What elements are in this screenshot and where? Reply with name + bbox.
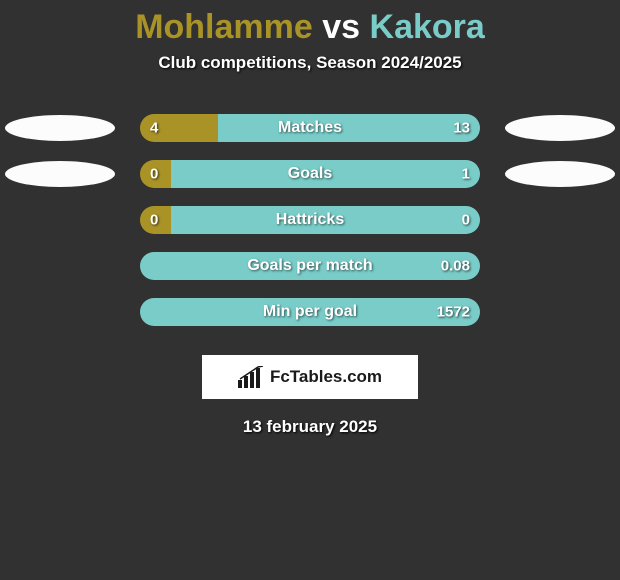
watermark-text: FcTables.com [270,367,382,387]
stat-row: Matches413 [0,105,620,151]
stat-bar-right [140,298,480,326]
stat-value-left: 4 [150,120,158,137]
stat-row: Goals per match0.08 [0,243,620,289]
comparison-title: Mohlamme vs Kakora [0,0,620,47]
stat-row: Hattricks00 [0,197,620,243]
stat-bar [140,160,480,188]
stat-value-left: 0 [150,166,158,183]
stat-value-right: 0.08 [441,258,470,275]
season-subtitle: Club competitions, Season 2024/2025 [0,53,620,73]
team-marker-left [5,115,115,141]
team-marker-right [505,115,615,141]
stat-bar [140,252,480,280]
stat-rows-container: Matches413Goals01Hattricks00Goals per ma… [0,105,620,335]
stat-bar-right [171,206,480,234]
stat-bar-right [140,252,480,280]
stat-bar-right [171,160,480,188]
stat-value-left: 0 [150,212,158,229]
stat-value-right: 1 [462,166,470,183]
watermark: FcTables.com [202,355,418,399]
vs-text: vs [322,8,360,46]
player2-name: Kakora [370,8,485,46]
player1-name: Mohlamme [135,8,313,46]
stat-bar [140,206,480,234]
stat-bar-right [218,114,480,142]
stat-bar [140,298,480,326]
stat-value-right: 13 [453,120,470,137]
chart-icon [238,366,264,388]
stat-row: Min per goal1572 [0,289,620,335]
stat-bar [140,114,480,142]
stat-value-right: 1572 [437,304,470,321]
stat-value-right: 0 [462,212,470,229]
stat-row: Goals01 [0,151,620,197]
team-marker-left [5,161,115,187]
team-marker-right [505,161,615,187]
date-text: 13 february 2025 [0,417,620,437]
